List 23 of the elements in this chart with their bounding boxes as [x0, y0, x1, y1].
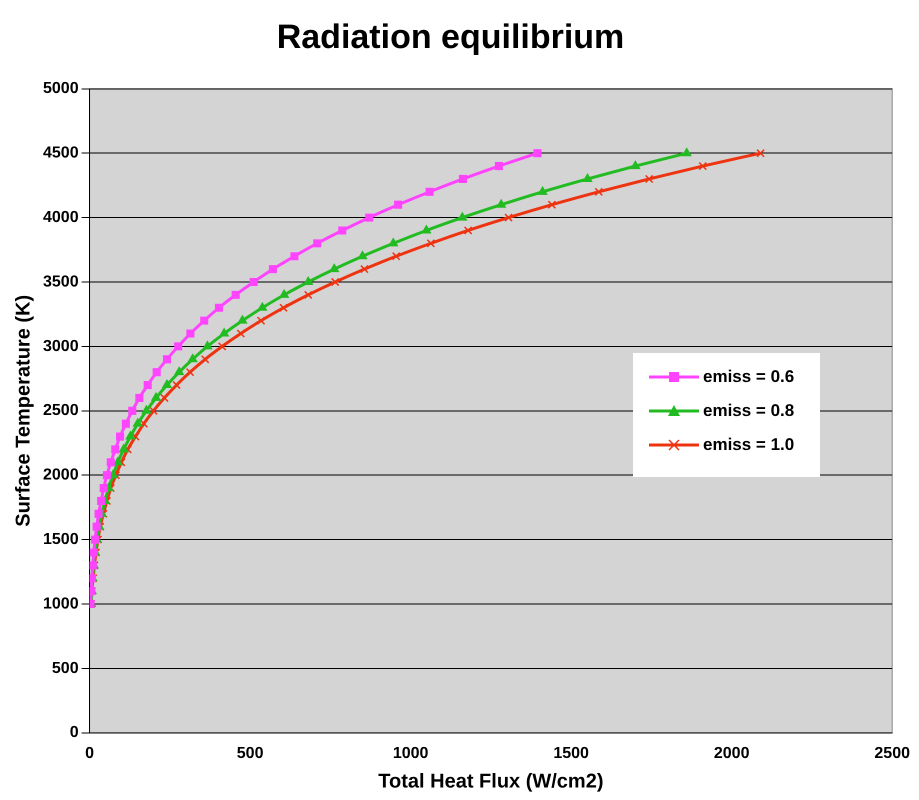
y-tick-label: 1500: [43, 531, 79, 548]
legend-label: emiss = 0.8: [703, 401, 794, 421]
y-tick-label: 4500: [43, 144, 79, 162]
x-tick-label: 1000: [392, 744, 429, 762]
legend-label: emiss = 1.0: [703, 435, 794, 455]
y-tick-label: 0: [70, 724, 79, 742]
y-tick-label: 3500: [43, 273, 79, 290]
y-tick-label: 1000: [43, 595, 79, 612]
x-tick-label: 500: [236, 744, 264, 762]
y-tick-label: 3000: [43, 338, 79, 355]
x-axis-title: Total Heat Flux (W/cm2): [378, 770, 604, 793]
y-tick-label: 500: [52, 660, 79, 677]
y-axis-title: Surface Temperature (K): [12, 294, 35, 527]
y-tick-label: 4000: [43, 209, 79, 226]
x-tick-label: 1500: [553, 744, 590, 762]
y-tick-label: 2000: [43, 466, 79, 484]
x-tick-label: 2000: [714, 744, 750, 762]
x-tick-label: 0: [85, 744, 94, 762]
y-tick-label: 2500: [43, 402, 79, 420]
x-tick-label: 2500: [874, 744, 910, 762]
chart-title: Radiation equilibrium: [276, 18, 624, 56]
legend-label: emiss = 0.6: [703, 367, 794, 387]
y-tick-label: 5000: [43, 80, 79, 98]
